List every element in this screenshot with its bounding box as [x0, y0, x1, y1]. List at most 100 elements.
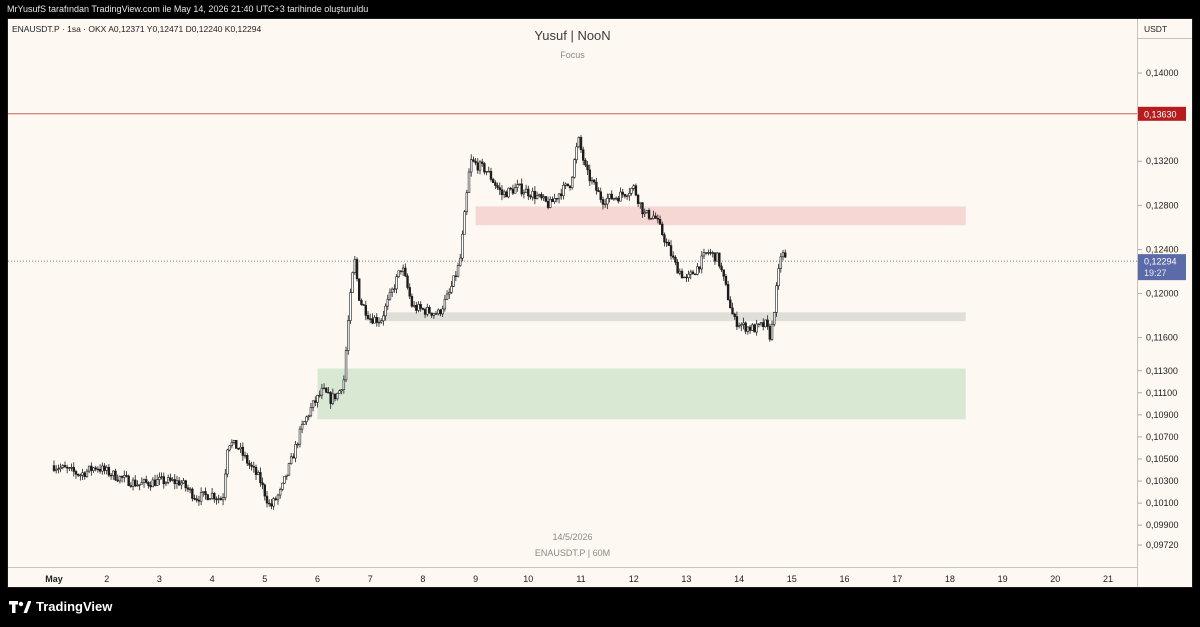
price-tick-label: 0,12800	[1146, 200, 1179, 210]
candle-down	[454, 275, 458, 277]
candle-down	[762, 322, 765, 328]
watermark-subtitle: Focus	[560, 50, 585, 60]
candle-up	[342, 379, 346, 390]
candle-up	[180, 482, 183, 486]
candle-up	[390, 288, 394, 293]
candle-down	[733, 313, 736, 317]
candle-up	[557, 193, 561, 200]
candle-down	[197, 499, 201, 502]
candle-down	[252, 466, 256, 468]
candle-up	[230, 442, 234, 447]
candle-up	[112, 470, 115, 476]
candle-down	[711, 252, 714, 254]
candle-down	[421, 308, 425, 310]
time-tick-label: 5	[262, 574, 267, 584]
candle-down	[748, 326, 752, 331]
candle-down	[744, 322, 747, 332]
candle-down	[248, 462, 251, 466]
candle-up	[239, 446, 242, 450]
candle-up	[441, 308, 444, 315]
candle-down	[753, 324, 756, 333]
candle-up	[513, 187, 517, 194]
currency-label[interactable]: USDT	[1138, 19, 1192, 39]
price-tick-label: 0,13200	[1146, 156, 1179, 166]
price-scale[interactable]: 0,14000 0,13200 0,12800 0,12400 0,12000 0,116…	[1137, 19, 1192, 587]
candle-down	[592, 179, 596, 183]
candle-up	[619, 191, 622, 202]
candle-down	[533, 190, 537, 199]
candle-down	[333, 393, 337, 400]
tradingview-wordmark: TradingView	[36, 599, 113, 614]
candle-down	[267, 502, 271, 505]
candle-up	[373, 317, 376, 324]
candle-down	[724, 276, 728, 285]
candle-down	[259, 472, 262, 484]
candle-up	[687, 273, 690, 278]
candle-up	[777, 268, 780, 287]
candle-up	[773, 312, 776, 325]
chart-plot-area[interactable]: ENAUSDT.P · 1sa · OKX A0,12371 Y0,12471 …	[8, 19, 1137, 567]
candle-up	[377, 321, 381, 324]
candle-down	[404, 267, 407, 277]
candle-down	[588, 169, 591, 182]
candle-up	[289, 456, 293, 464]
candle-down	[665, 241, 668, 244]
candle-down	[147, 482, 150, 486]
price-tick-label: 0,10500	[1146, 454, 1179, 464]
candle-down	[691, 271, 695, 275]
candle-up	[68, 467, 71, 469]
candle-down	[134, 479, 137, 487]
candle-up	[208, 498, 212, 501]
candle-down	[329, 392, 332, 404]
time-tick-label: 10	[523, 574, 533, 584]
tradingview-logo[interactable]: TradingView	[9, 599, 112, 614]
candle-up	[781, 252, 785, 258]
candle-up	[226, 449, 229, 475]
time-tick-label: 7	[368, 574, 373, 584]
candle-up	[689, 271, 692, 275]
candle-down	[173, 479, 176, 485]
candle-down	[169, 477, 172, 481]
candle-up	[101, 465, 104, 472]
candle-up	[281, 482, 284, 490]
candle-down	[494, 182, 497, 186]
candle-down	[327, 392, 330, 394]
candle-down	[476, 162, 479, 171]
price-tick-label: 0,12000	[1146, 289, 1179, 299]
candle-down	[204, 491, 207, 495]
candle-up	[779, 256, 783, 269]
candle-down	[489, 171, 493, 180]
candle-down	[540, 194, 543, 199]
symbol-legend[interactable]: ENAUSDT.P · 1sa · OKX A0,12371 Y0,12471 …	[12, 24, 262, 34]
candle-down	[213, 492, 216, 500]
candle-up	[138, 483, 141, 486]
candle-down	[511, 188, 515, 194]
candle-up	[123, 475, 126, 478]
candle-down	[581, 149, 585, 161]
candle-up	[707, 252, 710, 254]
candle-up	[549, 199, 552, 208]
watermark-date: 14/5/2026	[552, 532, 593, 542]
candle-down	[129, 485, 133, 487]
candle-up	[384, 305, 387, 317]
chart-frame[interactable]: ENAUSDT.P · 1sa · OKX A0,12371 Y0,12471 …	[7, 18, 1193, 588]
candle-down	[355, 259, 359, 280]
candle-up	[105, 467, 108, 471]
candle-up	[465, 192, 469, 213]
candle-down	[654, 215, 657, 219]
candle-up	[344, 350, 348, 381]
candlestick-chart[interactable]	[8, 19, 1137, 567]
candle-up	[272, 498, 275, 507]
candle-up	[737, 325, 741, 327]
candle-up	[395, 276, 398, 290]
candle-down	[647, 210, 651, 219]
candle-up	[645, 210, 649, 213]
time-axis[interactable]: May 2 3 4 5 6 7 8 9 10 11 12 13 14 15 16 17 18 19 20 21	[8, 567, 1137, 587]
time-tick-label: 9	[473, 574, 478, 584]
candle-up	[643, 212, 646, 215]
candle-down	[406, 275, 409, 288]
candle-up	[210, 492, 214, 499]
candle-down	[125, 475, 128, 477]
candle-down	[623, 194, 627, 197]
candle-up	[322, 387, 326, 390]
